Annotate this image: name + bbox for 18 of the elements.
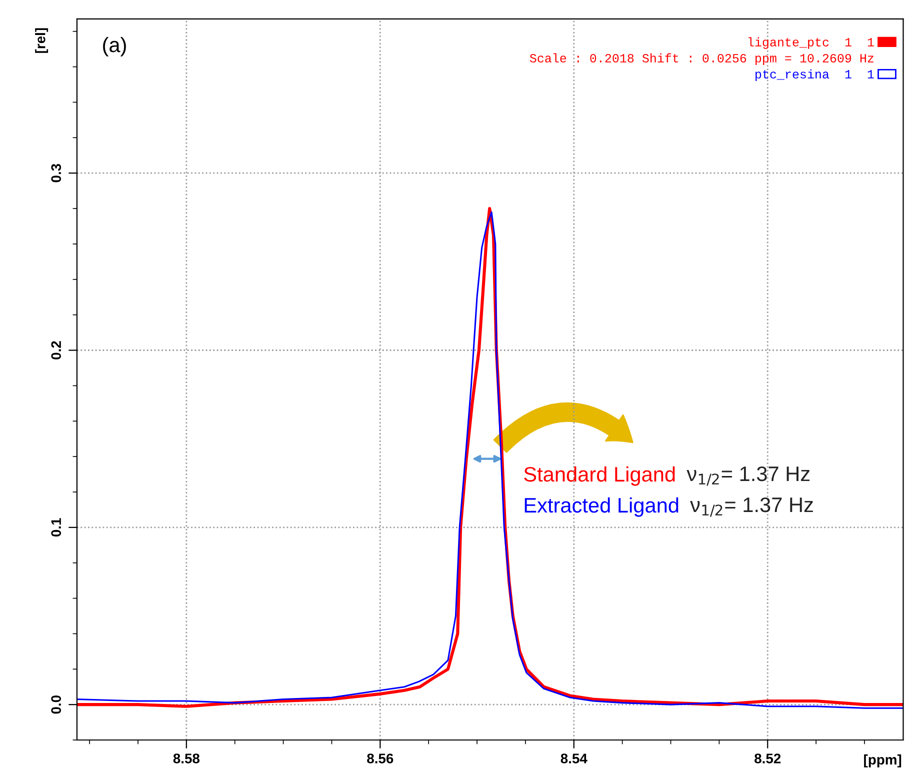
x-tick-label: 8.58 xyxy=(173,754,200,764)
y-tick-label: 0.0 xyxy=(51,695,62,714)
x-tick-label: 8.56 xyxy=(367,754,394,764)
annotation: Scale : 0.2018 Shift : 0.0256 ppm = 10.2609 Hz xyxy=(530,53,874,65)
annotation: Extracted Ligand xyxy=(524,497,678,517)
annotation: Standard Ligand xyxy=(524,466,675,486)
annotation: (a) xyxy=(103,36,126,56)
x-tick-label: 8.54 xyxy=(560,754,588,764)
annotation: ν$_{1/2}$= 1.37 Hz xyxy=(690,497,813,517)
y-axis-title: [rel] xyxy=(35,28,48,53)
annotation: ν$_{1/2}$= 1.37 Hz xyxy=(686,466,810,486)
legend-label: ptc_resina 1 1 xyxy=(756,69,874,81)
y-tick-label: 0.3 xyxy=(51,164,62,182)
legend-label: ligante_ptc 1 1 xyxy=(748,37,874,49)
y-tick-label: 0.1 xyxy=(51,518,62,537)
y-tick-label: 0.2 xyxy=(51,341,62,360)
x-tick-label: 8.52 xyxy=(754,754,781,764)
x-axis-title: [ppm] xyxy=(864,754,902,768)
